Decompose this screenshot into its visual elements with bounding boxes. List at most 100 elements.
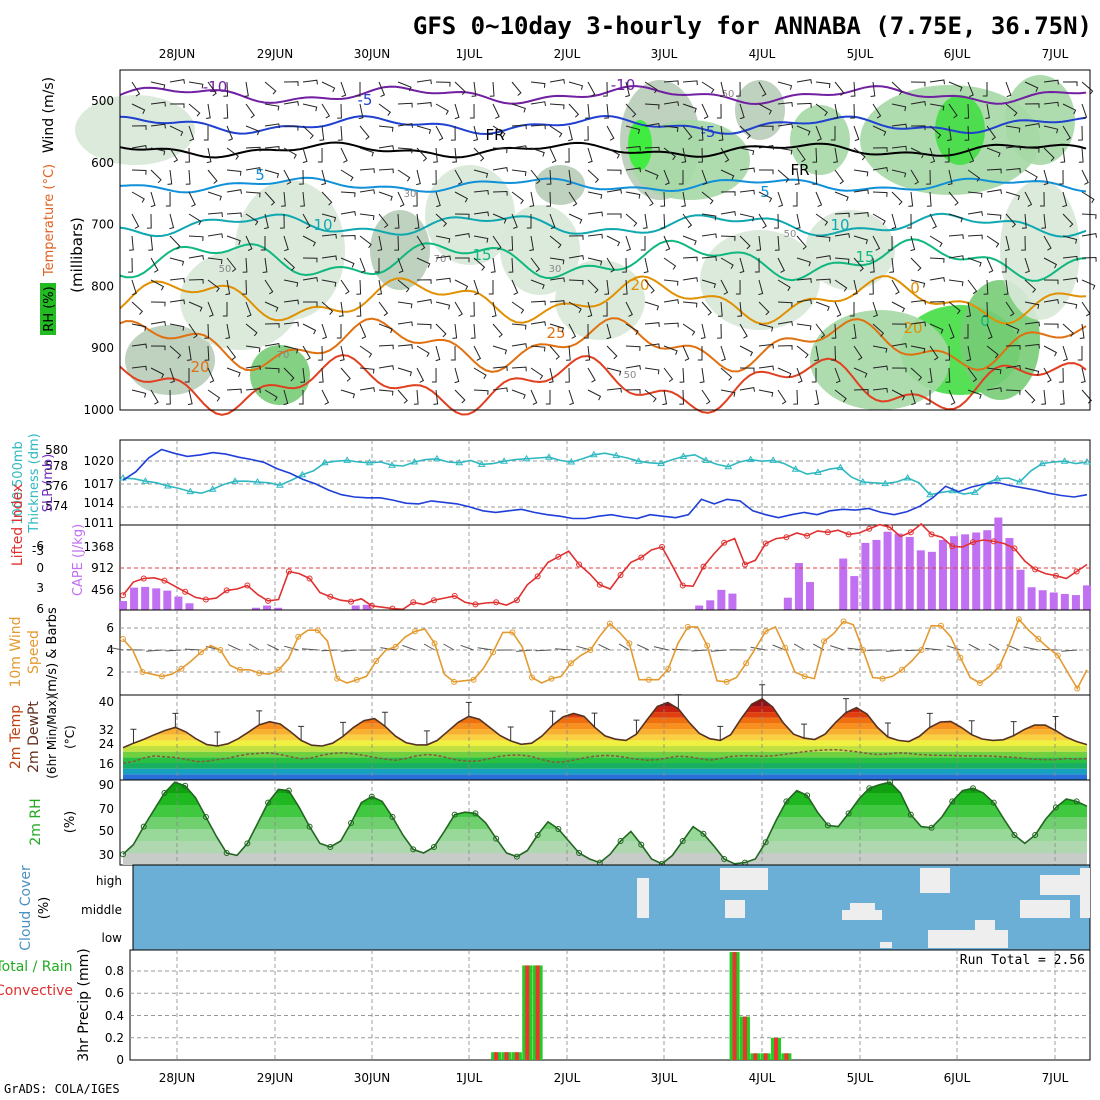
cape-bar bbox=[130, 587, 139, 610]
wind-barb bbox=[146, 649, 162, 652]
wind-barb bbox=[301, 648, 318, 651]
thickness-line-marker bbox=[231, 477, 239, 484]
wind-barb bbox=[340, 389, 356, 399]
wind-barb bbox=[927, 367, 933, 383]
wind-barb bbox=[796, 102, 812, 108]
wind-barb bbox=[682, 256, 698, 262]
cloud-level-label: middle bbox=[81, 903, 122, 917]
thickness-line-marker bbox=[993, 474, 1002, 482]
wind-barb bbox=[397, 389, 408, 404]
wind-barb bbox=[264, 323, 280, 328]
wind-barb bbox=[1062, 81, 1078, 87]
wind-barb bbox=[1081, 191, 1095, 204]
wind-barb bbox=[701, 256, 717, 261]
wind-barb bbox=[378, 81, 386, 97]
wind-barb bbox=[929, 235, 943, 248]
lifted-index-line-marker bbox=[493, 599, 500, 606]
thickness-line-marker bbox=[545, 453, 553, 460]
wind-barb bbox=[625, 301, 633, 317]
wind-barb bbox=[717, 323, 722, 339]
wind-barb bbox=[1024, 103, 1040, 108]
wind-barb bbox=[414, 213, 420, 229]
cape-bar bbox=[1049, 592, 1058, 610]
rh-shade bbox=[805, 210, 895, 290]
wind-barb bbox=[777, 169, 790, 183]
wind-barb bbox=[910, 389, 916, 406]
lifted-index-line-marker bbox=[555, 553, 562, 560]
wind-barb bbox=[264, 123, 280, 129]
wind-barb bbox=[359, 323, 367, 339]
rh-tick: 90 bbox=[99, 778, 114, 792]
wind-barb bbox=[812, 147, 818, 163]
cape-bar bbox=[141, 586, 150, 610]
wind-barb bbox=[279, 213, 285, 229]
wind-barb bbox=[511, 343, 527, 348]
wind-barb bbox=[188, 125, 195, 142]
lifted-index-line-marker bbox=[368, 602, 375, 609]
wind-barb bbox=[1024, 343, 1040, 349]
wind-barb bbox=[663, 322, 679, 328]
wind-barb bbox=[454, 367, 460, 384]
rh-line-marker bbox=[887, 779, 894, 786]
wind-barb bbox=[815, 323, 826, 339]
wind-barb bbox=[759, 169, 774, 175]
temperature-line bbox=[122, 697, 1088, 749]
wind-barb bbox=[283, 147, 297, 159]
wind-barb bbox=[872, 235, 881, 251]
wind-frame bbox=[119, 609, 1091, 696]
wind-barb bbox=[508, 257, 514, 273]
wind-barb bbox=[644, 169, 659, 180]
wind-barb bbox=[698, 125, 704, 141]
wind-barb bbox=[530, 345, 546, 352]
wind-barb bbox=[416, 235, 426, 251]
rh-line-marker bbox=[368, 793, 375, 800]
wind-barb bbox=[303, 301, 318, 307]
wind-barb bbox=[1043, 79, 1059, 85]
wind-barb bbox=[872, 167, 888, 172]
wind-barb bbox=[356, 279, 362, 295]
wind-barb bbox=[891, 213, 897, 230]
wind-barb bbox=[833, 147, 838, 163]
thickness-line-marker bbox=[298, 470, 307, 478]
wind-barb bbox=[298, 389, 304, 405]
wind-barb bbox=[887, 235, 893, 251]
thickness-line-marker bbox=[253, 478, 262, 485]
wind-barb bbox=[568, 279, 584, 285]
wind-barb bbox=[1024, 389, 1036, 404]
wind-barb bbox=[967, 81, 974, 98]
wind-barb bbox=[378, 125, 394, 132]
wind-barb bbox=[454, 213, 470, 219]
wind-barb bbox=[625, 345, 641, 351]
wind-barb bbox=[1043, 235, 1052, 251]
cape-bar bbox=[783, 597, 792, 610]
wind-barb bbox=[754, 257, 760, 273]
date-label-top: 28JUN bbox=[159, 47, 196, 61]
wind-barb bbox=[853, 212, 869, 217]
minmax-bar bbox=[507, 726, 514, 741]
rh-line-marker bbox=[907, 811, 914, 818]
wind-barb bbox=[831, 345, 837, 361]
wind-barb bbox=[663, 101, 679, 106]
lifted-index-line bbox=[122, 522, 1088, 611]
lifted-index-line-marker bbox=[182, 588, 189, 595]
wind-speed-line-marker bbox=[723, 678, 730, 685]
precip-conv-bar bbox=[732, 952, 737, 1060]
wind-barb bbox=[204, 345, 210, 361]
wind-barb bbox=[530, 257, 541, 273]
wind-barb bbox=[492, 345, 508, 355]
wind-barb bbox=[720, 235, 736, 241]
wind-barb bbox=[644, 389, 657, 403]
minmax-bar bbox=[759, 684, 766, 699]
lifted-index-line-marker bbox=[679, 582, 686, 589]
wind-barb bbox=[720, 389, 736, 397]
wind-barb bbox=[777, 389, 787, 405]
cloud-block bbox=[928, 930, 1008, 948]
wind-barb bbox=[339, 345, 345, 362]
wind-speed-line-marker bbox=[587, 647, 594, 653]
wind-barb bbox=[530, 300, 546, 306]
thickness-line-marker bbox=[163, 482, 172, 489]
wind-barb bbox=[321, 323, 328, 340]
wind-barb bbox=[555, 648, 571, 651]
wind-barb bbox=[489, 81, 495, 97]
wind-barb bbox=[625, 191, 641, 199]
